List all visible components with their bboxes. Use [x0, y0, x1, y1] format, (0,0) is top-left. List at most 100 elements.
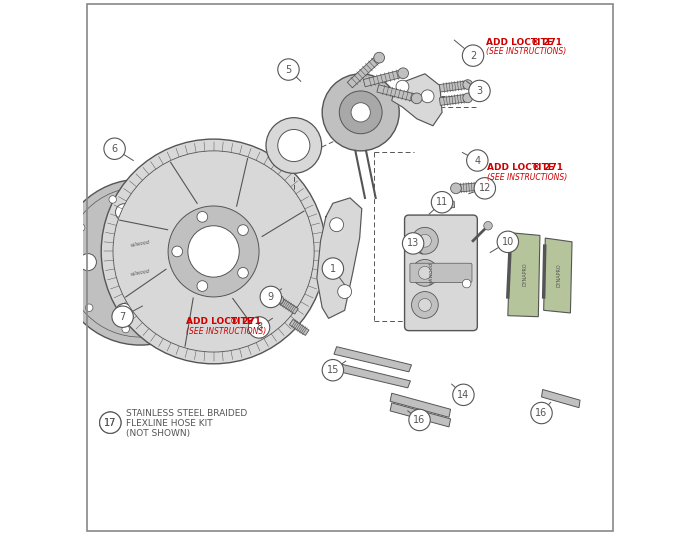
Text: 5: 5	[286, 65, 292, 74]
Circle shape	[197, 281, 208, 292]
Circle shape	[122, 325, 130, 333]
Circle shape	[113, 151, 314, 352]
Circle shape	[463, 80, 473, 89]
Circle shape	[99, 412, 121, 433]
Circle shape	[419, 266, 431, 279]
Circle shape	[168, 206, 259, 297]
Text: (SEE INSTRUCTIONS): (SEE INSTRUCTIONS)	[186, 327, 266, 336]
Circle shape	[398, 68, 409, 79]
Circle shape	[275, 295, 284, 304]
Polygon shape	[435, 201, 454, 209]
Text: 14: 14	[457, 390, 470, 400]
Circle shape	[69, 265, 76, 273]
Circle shape	[421, 90, 434, 103]
Circle shape	[238, 225, 248, 235]
Circle shape	[374, 52, 384, 63]
Circle shape	[266, 118, 321, 173]
Text: 8: 8	[256, 323, 262, 332]
Circle shape	[85, 304, 93, 311]
Circle shape	[115, 236, 166, 288]
Polygon shape	[392, 74, 442, 126]
Text: 4: 4	[475, 156, 480, 165]
Circle shape	[337, 285, 351, 299]
Text: 9: 9	[268, 292, 274, 302]
Text: 10: 10	[502, 237, 514, 247]
Circle shape	[196, 293, 203, 301]
Polygon shape	[106, 146, 321, 358]
Circle shape	[164, 321, 172, 328]
Circle shape	[412, 93, 422, 104]
Text: (SEE INSTRUCTIONS): (SEE INSTRUCTIONS)	[487, 173, 568, 182]
Polygon shape	[317, 198, 362, 318]
Text: FLEXLINE HOSE KIT: FLEXLINE HOSE KIT	[127, 419, 213, 428]
Circle shape	[116, 303, 132, 320]
Circle shape	[351, 103, 370, 122]
Text: 1: 1	[330, 264, 336, 273]
Circle shape	[204, 251, 212, 259]
Circle shape	[474, 178, 496, 199]
Text: 13: 13	[407, 239, 419, 248]
Text: STAINLESS STEEL BRAIDED: STAINLESS STEEL BRAIDED	[127, 409, 248, 418]
Circle shape	[469, 80, 490, 102]
Circle shape	[188, 213, 195, 220]
Circle shape	[451, 183, 461, 194]
Text: ADD LOCTITE: ADD LOCTITE	[186, 317, 253, 326]
Circle shape	[419, 299, 431, 311]
Circle shape	[104, 138, 125, 159]
Circle shape	[188, 226, 239, 277]
Circle shape	[197, 211, 208, 222]
Text: ® 271: ® 271	[531, 38, 562, 47]
Text: 2: 2	[470, 51, 476, 60]
Circle shape	[412, 292, 438, 318]
Polygon shape	[377, 85, 418, 102]
Circle shape	[431, 192, 453, 213]
Circle shape	[238, 268, 248, 278]
Circle shape	[497, 231, 519, 253]
Polygon shape	[440, 94, 468, 105]
Circle shape	[467, 150, 488, 171]
Text: 12: 12	[479, 184, 491, 193]
Circle shape	[248, 317, 270, 338]
Text: wilwood: wilwood	[130, 269, 150, 277]
Circle shape	[330, 218, 344, 232]
Text: ® 271: ® 271	[532, 163, 563, 172]
Polygon shape	[279, 298, 298, 314]
Polygon shape	[334, 347, 412, 372]
Text: 7: 7	[120, 312, 126, 322]
Text: 6: 6	[111, 144, 118, 154]
Circle shape	[109, 196, 116, 203]
Text: (SEE INSTRUCTIONS): (SEE INSTRUCTIONS)	[486, 47, 567, 56]
Polygon shape	[390, 393, 451, 417]
Circle shape	[322, 258, 344, 279]
Polygon shape	[289, 319, 309, 335]
Circle shape	[463, 45, 484, 66]
Text: ® 271: ® 271	[230, 317, 261, 326]
Circle shape	[116, 204, 132, 221]
Circle shape	[412, 227, 438, 254]
Polygon shape	[347, 55, 382, 88]
Circle shape	[174, 285, 191, 302]
Circle shape	[409, 409, 430, 431]
FancyBboxPatch shape	[410, 263, 472, 282]
Circle shape	[463, 279, 471, 288]
Text: ADD LOCTITE: ADD LOCTITE	[486, 38, 553, 47]
FancyBboxPatch shape	[405, 215, 477, 331]
Circle shape	[112, 306, 133, 327]
Circle shape	[260, 286, 281, 308]
Polygon shape	[544, 238, 572, 313]
Text: 17: 17	[104, 418, 116, 427]
Text: 16: 16	[414, 415, 426, 425]
Text: wilwood: wilwood	[429, 262, 434, 284]
Polygon shape	[542, 389, 580, 408]
Text: 15: 15	[327, 365, 339, 375]
Text: (NOT SHOWN): (NOT SHOWN)	[127, 429, 190, 438]
Text: 3: 3	[477, 86, 482, 96]
Circle shape	[174, 223, 191, 240]
Text: wilwood: wilwood	[130, 239, 150, 248]
Text: 11: 11	[436, 197, 448, 207]
Polygon shape	[508, 233, 540, 317]
Circle shape	[322, 74, 399, 151]
Polygon shape	[333, 363, 410, 388]
Circle shape	[278, 59, 299, 80]
Circle shape	[463, 93, 473, 103]
